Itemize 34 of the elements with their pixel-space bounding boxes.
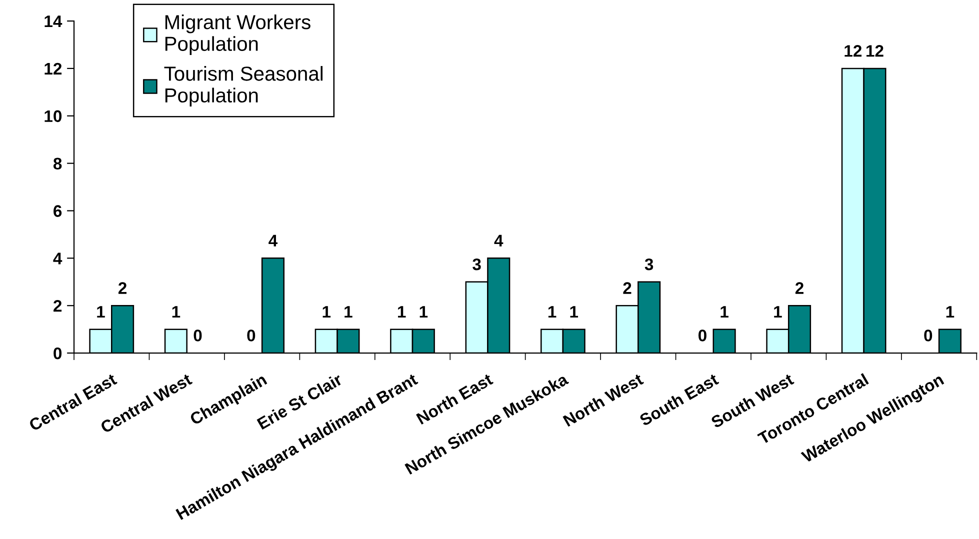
y-tick-label: 8 xyxy=(53,158,62,170)
data-label: 0 xyxy=(247,330,256,342)
data-label: 2 xyxy=(623,282,632,294)
data-label: 4 xyxy=(268,234,278,246)
data-label: 4 xyxy=(494,234,504,246)
y-tick-label: 14 xyxy=(44,16,62,28)
data-label: 3 xyxy=(644,258,654,270)
legend-label: Migrant Workers Population xyxy=(165,14,310,55)
data-label: 1 xyxy=(344,306,352,318)
data-label: 12 xyxy=(844,45,862,57)
data-label: 2 xyxy=(118,282,126,294)
data-label: 3 xyxy=(472,258,481,270)
data-label: 2 xyxy=(795,282,804,294)
data-label: 1 xyxy=(420,306,428,318)
y-tick-label: 2 xyxy=(54,300,62,312)
data-label: 1 xyxy=(774,306,782,318)
data-label: 1 xyxy=(97,306,105,318)
data-label: 0 xyxy=(924,330,932,342)
y-tick-label: 12 xyxy=(44,62,62,74)
data-label: 1 xyxy=(946,306,954,318)
y-tick-label: 10 xyxy=(44,110,62,122)
y-tick-label: 6 xyxy=(54,205,62,217)
data-label: 1 xyxy=(398,306,406,318)
y-tick-label: 0 xyxy=(54,347,62,360)
data-label: 1 xyxy=(720,306,728,318)
data-label: 1 xyxy=(172,306,180,318)
data-label: 1 xyxy=(322,306,331,318)
legend-label: Tourism Seasonal Population xyxy=(164,66,323,106)
y-tick-label: 4 xyxy=(53,252,62,264)
data-label: 1 xyxy=(548,306,556,318)
data-label: 0 xyxy=(698,330,706,342)
data-label: 12 xyxy=(866,45,884,57)
data-label: 1 xyxy=(570,306,578,318)
data-label: 0 xyxy=(194,330,202,342)
